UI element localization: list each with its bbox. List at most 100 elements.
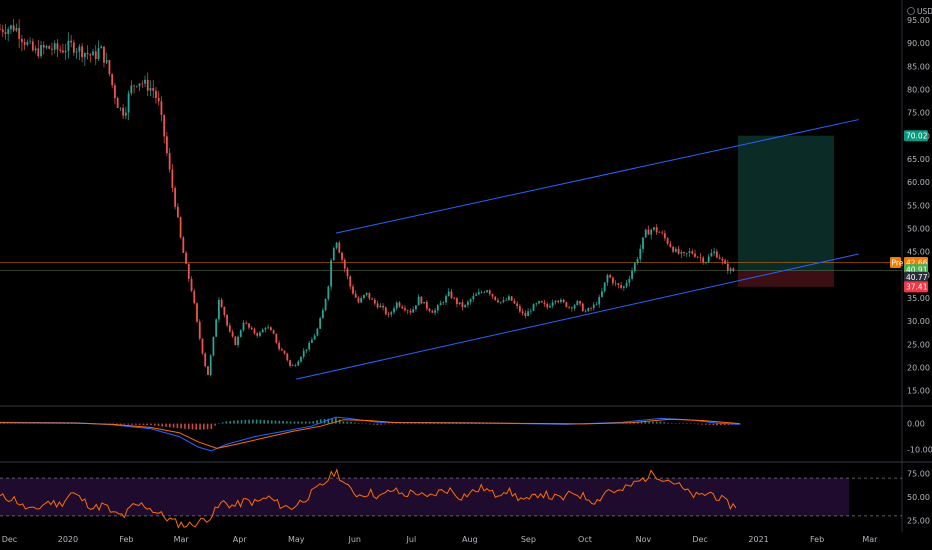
macd-bar	[478, 423, 481, 425]
candle	[486, 289, 488, 293]
currency-icon	[907, 7, 915, 15]
macd-bar	[335, 417, 337, 424]
candle	[253, 327, 256, 335]
candle	[431, 309, 434, 313]
candle	[696, 255, 699, 259]
candle	[26, 39, 29, 47]
macd-bar	[214, 423, 216, 426]
candle	[428, 307, 431, 313]
candle	[264, 327, 267, 333]
candle	[466, 299, 469, 308]
candle	[313, 333, 316, 340]
macd-line	[0, 416, 740, 452]
price-pane[interactable]	[0, 18, 902, 380]
candle	[316, 327, 319, 337]
candle	[53, 40, 56, 54]
candle	[710, 248, 713, 257]
channel-upper-line[interactable]	[335, 119, 859, 234]
time-tick-label: May	[288, 535, 305, 544]
macd-bar	[210, 423, 213, 430]
candle	[508, 294, 510, 301]
candle	[620, 282, 623, 290]
candle	[685, 252, 688, 258]
candle	[376, 300, 379, 309]
candle	[346, 267, 349, 280]
macd-bar	[240, 420, 243, 424]
macd-bar	[720, 423, 722, 426]
macd-bar	[259, 419, 262, 424]
time-tick-label: 2020	[58, 535, 78, 544]
macd-bar	[169, 423, 171, 428]
candle	[286, 352, 289, 362]
candle	[34, 45, 37, 54]
candle	[122, 104, 125, 119]
candle	[18, 19, 21, 49]
macd-bar	[637, 422, 639, 424]
candle	[56, 39, 59, 58]
macd-bar	[180, 423, 182, 429]
macd-bar	[474, 423, 477, 424]
macd-bar	[380, 423, 382, 425]
candle	[497, 298, 499, 304]
candle	[653, 226, 655, 232]
macd-bar	[697, 423, 700, 425]
macd-bar	[135, 423, 137, 425]
candle	[434, 308, 436, 316]
candle	[551, 299, 554, 309]
candle	[581, 302, 584, 312]
macd-bar	[267, 420, 269, 424]
candle	[570, 306, 573, 312]
macd-bar	[470, 423, 473, 424]
candle	[278, 340, 280, 352]
candle	[609, 273, 612, 279]
candle	[171, 164, 174, 193]
candle	[647, 225, 650, 235]
candle	[521, 308, 524, 316]
time-axis[interactable]: Dec 2020 Feb Mar Apr May Jun Jul Aug Sep Oct Nov Dec…	[2, 535, 878, 544]
candle	[617, 282, 620, 289]
candle	[562, 298, 565, 304]
candle	[40, 40, 42, 59]
candle	[601, 287, 603, 298]
candle	[373, 298, 376, 306]
candle	[354, 290, 357, 299]
candle	[360, 295, 363, 304]
candle	[666, 237, 669, 246]
macd-bar	[338, 419, 341, 424]
currency-label[interactable]: USD	[907, 7, 932, 16]
macd-pane[interactable]	[0, 416, 741, 452]
macd-bar	[353, 422, 356, 424]
candle	[220, 298, 223, 308]
price-tick-label: 45.00	[907, 248, 930, 257]
candle	[163, 114, 166, 144]
candle	[248, 323, 250, 330]
candle	[390, 311, 393, 318]
macd-bar	[467, 423, 469, 424]
candle	[663, 230, 666, 241]
candle	[291, 363, 294, 367]
macd-bar	[229, 420, 232, 424]
price-tick-label: 85.00	[907, 62, 930, 71]
candle	[111, 73, 114, 89]
candle	[661, 230, 664, 235]
candle	[688, 247, 691, 258]
candle	[633, 261, 636, 273]
macd-bar	[293, 421, 296, 424]
candle	[560, 297, 562, 304]
price-tick-label: 25.00	[907, 340, 930, 349]
macd-bar	[663, 422, 666, 424]
macd-bar	[123, 423, 126, 425]
candle	[283, 350, 286, 355]
price-tag: Pre	[890, 257, 904, 269]
candle	[352, 284, 354, 296]
candle	[379, 303, 382, 308]
candle	[461, 299, 464, 311]
candle	[261, 328, 264, 333]
macd-bar	[119, 423, 122, 425]
channel-lower-line[interactable]	[296, 253, 859, 380]
macd-bar	[248, 419, 250, 424]
rsi-pane[interactable]	[0, 468, 902, 529]
candle	[655, 224, 658, 236]
candle	[439, 300, 442, 306]
